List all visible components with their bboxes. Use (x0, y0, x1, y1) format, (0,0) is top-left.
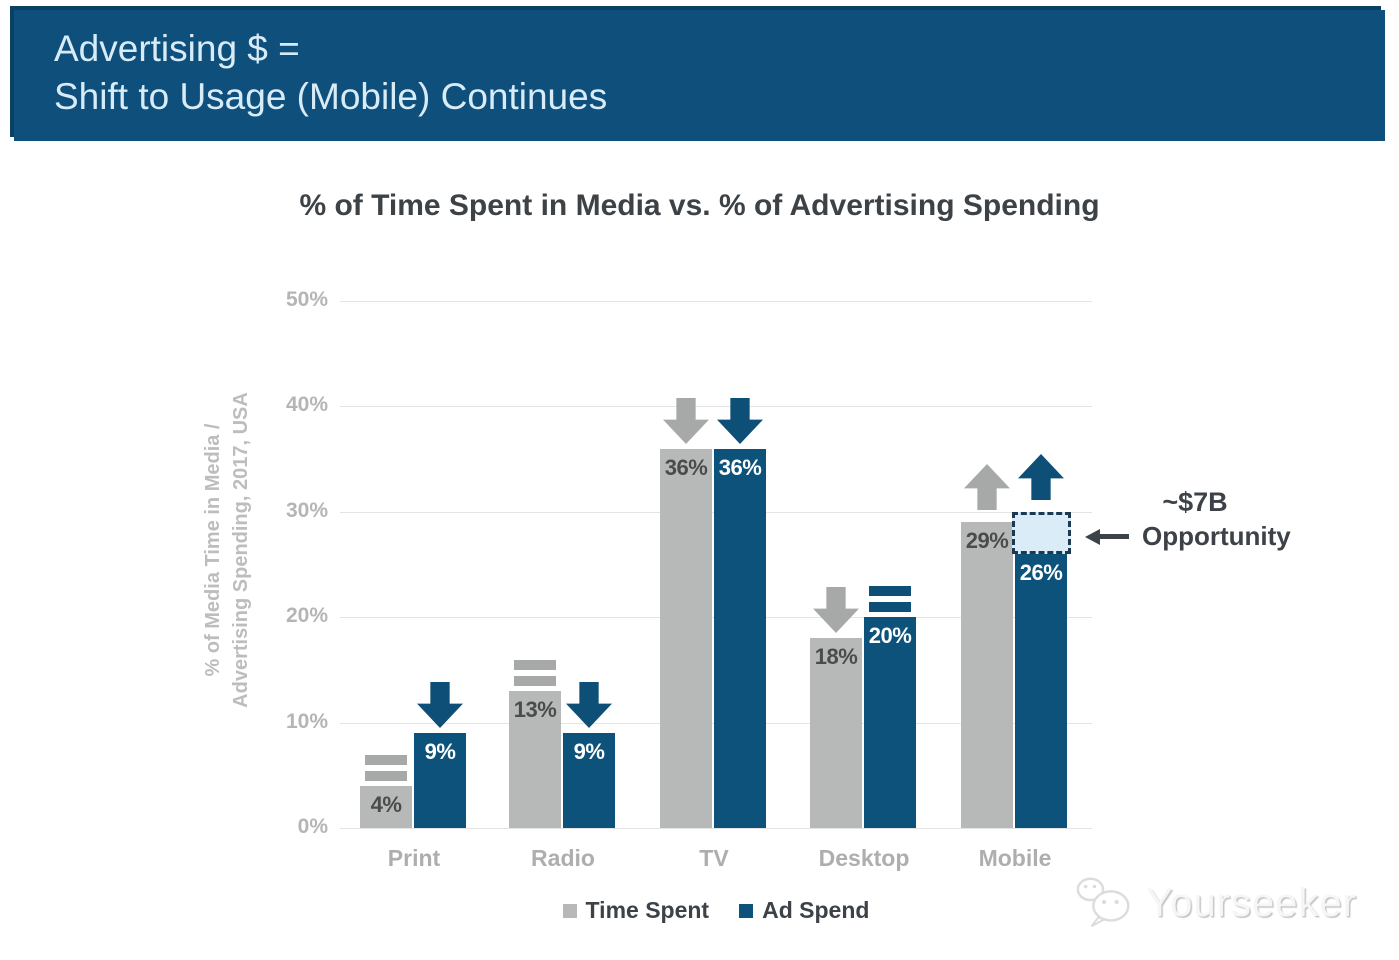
wechat-icon (1076, 877, 1130, 928)
y-axis-label-line-2: Advertising Spending, 2017, USA (230, 392, 252, 708)
watermark-text: Yourseeker (1146, 880, 1357, 925)
bar-group-desktop: 18% 20% Desktop (810, 301, 918, 871)
trend-down-icon (813, 587, 859, 633)
bar-value-label: 18% (814, 644, 858, 669)
bar-group-radio: 13% 9% Radio (509, 301, 617, 871)
y-tick-label: 0% (297, 815, 328, 838)
trend-down-icon (566, 682, 612, 728)
opportunity-label: Opportunity (1142, 521, 1291, 551)
gridline (340, 828, 1092, 829)
bar-time-spent-radio: 13% (509, 691, 561, 828)
bar-value-label: 4% (370, 792, 402, 817)
trend-flat-icon (365, 755, 407, 781)
bar-group-tv: 36% 36% TV (660, 301, 768, 871)
bar-value-label: 9% (573, 739, 605, 764)
left-arrow-icon (1085, 528, 1100, 545)
x-axis-label-print: Print (387, 845, 441, 871)
bar-ad-spend-print: 9% (414, 733, 466, 828)
ad-spend-swatch-icon (739, 903, 754, 918)
x-axis-label-radio: Radio (531, 845, 595, 871)
trend-down-icon (663, 398, 709, 444)
gridline (340, 406, 1092, 408)
trend-up-icon (1018, 454, 1064, 500)
bar-value-label: 36% (664, 455, 708, 480)
bar-value-label: 20% (868, 623, 912, 648)
bar-time-spent-mobile: 29% (961, 522, 1013, 828)
bar-value-label: 9% (424, 739, 456, 764)
bar-value-label: 29% (965, 528, 1009, 553)
bar-ad-spend-mobile: 26% (1015, 554, 1067, 828)
trend-flat-icon (869, 586, 911, 612)
legend-item-ad-spend: Ad Spend (739, 897, 869, 924)
y-tick-label: 20% (285, 604, 328, 628)
bar-ad-spend-tv: 36% (714, 449, 766, 828)
y-axis-label-line-1: % of Media Time in Media / (202, 423, 224, 677)
x-axis-label-tv: TV (699, 845, 729, 871)
trend-down-icon (417, 682, 463, 728)
bar-group-mobile: 29% 26% Mobile (961, 301, 1071, 871)
bar-ad-spend-desktop: 20% (864, 617, 916, 828)
y-tick-label: 10% (285, 709, 328, 733)
legend-item-time-spent: Time Spent (562, 897, 710, 924)
title-banner: Advertising $ = Shift to Usage (Mobile) … (14, 10, 1385, 141)
bar-time-spent-print: 4% (360, 786, 412, 828)
banner-line-1: Advertising $ = (54, 28, 300, 69)
left-arrow-shaft (1100, 534, 1129, 539)
bar-ad-spend-radio: 9% (563, 733, 615, 828)
opportunity-amount: ~$7B (1162, 487, 1228, 517)
trend-down-icon (717, 398, 763, 444)
bar-value-label: 13% (513, 697, 557, 722)
bar-group-print: 4% 9% Print (360, 301, 468, 871)
bar-time-spent-tv: 36% (660, 449, 712, 828)
time-spent-swatch-icon (562, 903, 577, 918)
opportunity-annotation: ~$7B Opportunity (1085, 487, 1305, 552)
bar-value-label: 26% (1019, 560, 1063, 585)
legend-label-ad-spend: Ad Spend (762, 897, 870, 923)
bar-value-label: 36% (718, 455, 762, 480)
y-tick-label: 50% (285, 288, 328, 311)
plot-area: 50% 40% 30% 20% 10% 0% 4% 9% Print 13% 9% Radio 36% 3… (286, 288, 1092, 871)
bar-time-spent-desktop: 18% (810, 638, 862, 828)
x-axis-label-desktop: Desktop (818, 845, 910, 871)
x-axis-label-mobile: Mobile (978, 845, 1052, 871)
trend-up-icon (964, 464, 1010, 510)
opportunity-gap-box (1012, 512, 1071, 554)
y-axis-label: % of Media Time in Media / Advertising S… (199, 392, 255, 708)
gridline (340, 301, 1092, 302)
chart-legend: Time Spent Ad Spend (340, 897, 1092, 924)
y-tick-label: 40% (285, 393, 328, 417)
legend-label-time-spent: Time Spent (585, 897, 710, 923)
watermark: Yourseeker (1074, 874, 1357, 932)
banner-line-2: Shift to Usage (Mobile) Continues (54, 76, 608, 117)
chart-title: % of Time Spent in Media vs. % of Advert… (299, 189, 1100, 222)
y-tick-label: 30% (285, 498, 328, 522)
trend-flat-icon (514, 660, 556, 686)
